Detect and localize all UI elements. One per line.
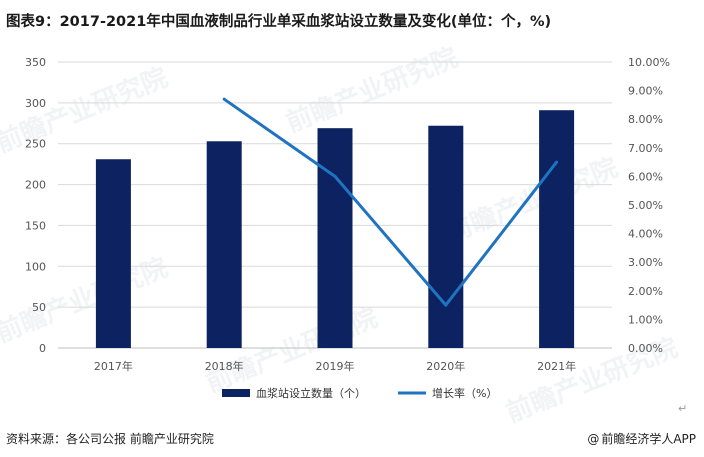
bar-series	[95, 110, 575, 348]
right-tick-label: 3.00%	[628, 256, 663, 269]
legend-line-label: 增长率（%）	[432, 386, 497, 400]
chart-title: 图表9：2017-2021年中国血液制品行业单采血浆站设立数量及变化(单位：个，…	[6, 14, 552, 30]
x-tick-label: 2018年	[205, 359, 244, 373]
left-tick-label: 50	[32, 301, 46, 314]
left-tick-label: 100	[25, 260, 46, 273]
right-tick-label: 9.00%	[628, 85, 663, 98]
right-tick-label: 8.00%	[628, 113, 663, 126]
legend: 血浆站设立数量（个） 增长率（%）	[222, 386, 497, 400]
brand-footer: @ 前瞻经济学人APP	[587, 430, 696, 447]
bar	[428, 125, 464, 348]
right-axis: 0.00% 1.00% 2.00% 3.00% 4.00% 5.00% 6.00% 7.00%…	[628, 56, 670, 355]
bar	[206, 141, 242, 348]
right-tick-label: 7.00%	[628, 142, 663, 155]
right-tick-label: 4.00%	[628, 228, 663, 241]
right-tick-label: 2.00%	[628, 285, 663, 298]
line-point	[555, 160, 559, 164]
right-tick-label: 6.00%	[628, 170, 663, 183]
source-note: 资料来源：各公司公报 前瞻产业研究院	[6, 432, 214, 446]
bar	[317, 128, 353, 348]
left-tick-label: 150	[25, 219, 46, 232]
left-tick-label: 200	[25, 179, 46, 192]
left-tick-label: 250	[25, 138, 46, 151]
x-tick-label: 2019年	[316, 359, 355, 373]
brand-name: 前瞻经济学人APP	[601, 432, 696, 446]
line-point	[222, 97, 226, 101]
legend-bar-swatch	[222, 389, 250, 397]
right-tick-label: 5.00%	[628, 199, 663, 212]
x-tick-label: 2020年	[426, 359, 465, 373]
right-tick-label: 1.00%	[628, 313, 663, 326]
left-tick-label: 0	[39, 342, 46, 355]
right-tick-label: 0.00%	[628, 342, 663, 355]
line-point	[333, 174, 337, 178]
bar	[539, 110, 575, 348]
legend-bar-label: 血浆站设立数量（个）	[256, 386, 366, 400]
left-axis: 0 50 100 150 200 250 300 350	[25, 56, 46, 355]
line-point	[444, 303, 448, 307]
growth-line	[223, 97, 558, 307]
x-tick-label: 2017年	[94, 359, 133, 373]
left-tick-label: 300	[25, 97, 46, 110]
right-tick-label: 10.00%	[628, 56, 670, 69]
left-tick-label: 350	[25, 56, 46, 69]
x-tick-label: 2021年	[537, 359, 576, 373]
x-axis: 2017年 2018年 2019年 2020年 2021年	[94, 359, 576, 373]
line-series	[222, 97, 559, 307]
bar	[95, 159, 131, 348]
return-mark: ↵	[678, 402, 688, 415]
brand-logo-icon: @	[587, 432, 600, 446]
